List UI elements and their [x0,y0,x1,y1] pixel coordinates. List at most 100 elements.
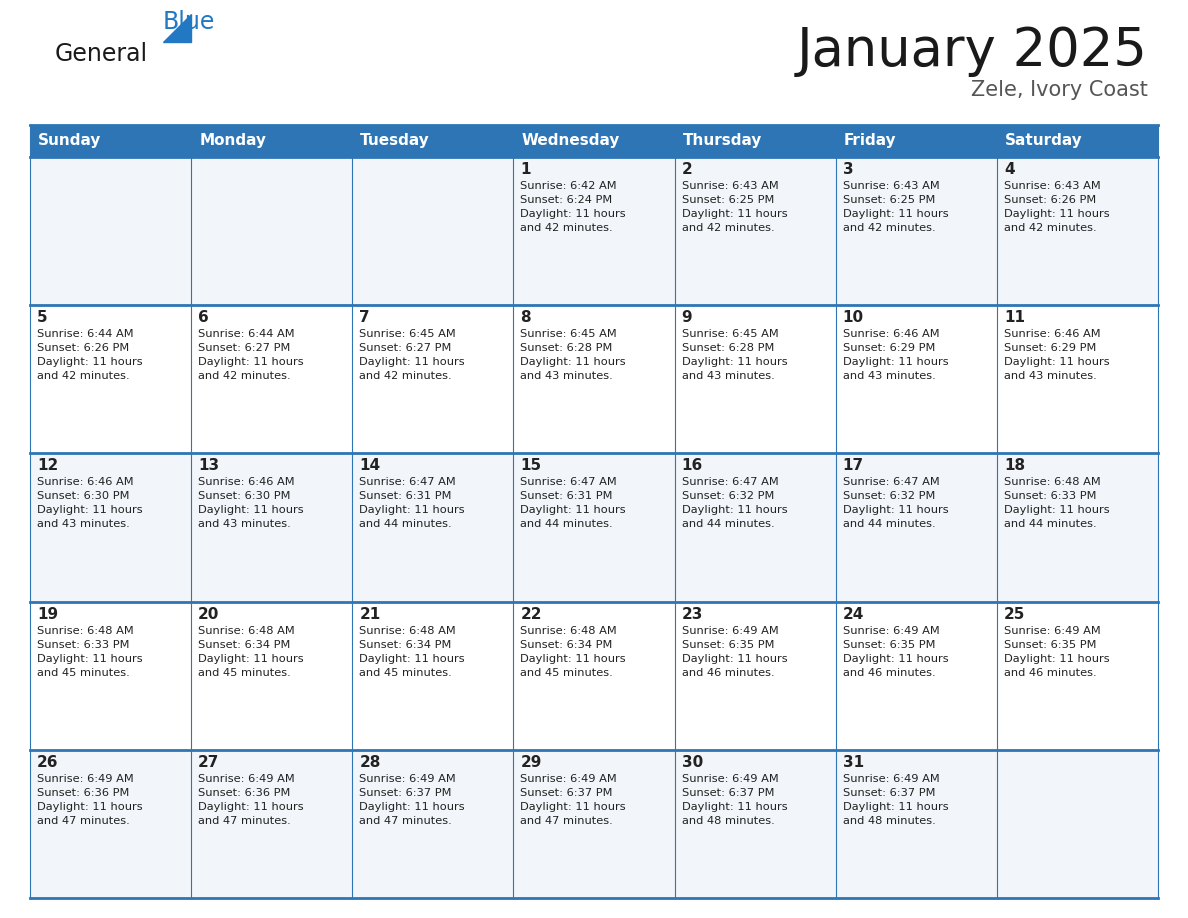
Text: Daylight: 11 hours: Daylight: 11 hours [520,654,626,664]
Text: Sunset: 6:28 PM: Sunset: 6:28 PM [520,343,613,353]
Text: Daylight: 11 hours: Daylight: 11 hours [359,506,465,515]
Bar [191,601,353,750]
Bar [191,305,353,453]
Text: 26: 26 [37,755,58,770]
Text: Sunset: 6:33 PM: Sunset: 6:33 PM [1004,491,1097,501]
Text: Daylight: 11 hours: Daylight: 11 hours [198,357,304,367]
Text: Sunset: 6:32 PM: Sunset: 6:32 PM [682,491,773,501]
Text: Sunset: 6:31 PM: Sunset: 6:31 PM [520,491,613,501]
Bar [353,601,513,750]
Bar [191,157,353,305]
Text: Sunrise: 6:47 AM: Sunrise: 6:47 AM [359,477,456,487]
Text: Sunrise: 6:47 AM: Sunrise: 6:47 AM [682,477,778,487]
Bar [513,453,675,601]
Text: Daylight: 11 hours: Daylight: 11 hours [842,506,948,515]
Text: Daylight: 11 hours: Daylight: 11 hours [520,357,626,367]
Text: Sunset: 6:24 PM: Sunset: 6:24 PM [520,195,613,205]
Bar [675,750,835,898]
Text: Daylight: 11 hours: Daylight: 11 hours [37,506,143,515]
Text: Blue: Blue [163,10,215,34]
Text: Sunrise: 6:46 AM: Sunrise: 6:46 AM [1004,330,1100,339]
Bar [353,750,513,898]
Text: Daylight: 11 hours: Daylight: 11 hours [842,209,948,219]
Text: Sunset: 6:36 PM: Sunset: 6:36 PM [198,788,291,798]
Bar [997,750,1158,898]
Text: Daylight: 11 hours: Daylight: 11 hours [520,801,626,812]
Polygon shape [163,14,191,42]
Text: 17: 17 [842,458,864,474]
Text: 27: 27 [198,755,220,770]
Text: and 48 minutes.: and 48 minutes. [842,816,935,826]
Text: Sunrise: 6:46 AM: Sunrise: 6:46 AM [198,477,295,487]
Bar [30,601,191,750]
Text: Sunrise: 6:49 AM: Sunrise: 6:49 AM [842,625,940,635]
Text: Zele, Ivory Coast: Zele, Ivory Coast [971,80,1148,100]
Text: Sunrise: 6:45 AM: Sunrise: 6:45 AM [682,330,778,339]
Text: Sunrise: 6:48 AM: Sunrise: 6:48 AM [359,625,456,635]
Text: 3: 3 [842,162,853,177]
Text: Sunrise: 6:45 AM: Sunrise: 6:45 AM [520,330,618,339]
Text: Sunset: 6:30 PM: Sunset: 6:30 PM [198,491,291,501]
Text: Daylight: 11 hours: Daylight: 11 hours [842,357,948,367]
Text: Daylight: 11 hours: Daylight: 11 hours [682,506,788,515]
Text: January 2025: January 2025 [797,25,1148,77]
Text: 29: 29 [520,755,542,770]
Text: and 43 minutes.: and 43 minutes. [842,371,935,381]
Text: 28: 28 [359,755,380,770]
Bar [675,305,835,453]
Text: Daylight: 11 hours: Daylight: 11 hours [1004,654,1110,664]
Bar [30,157,191,305]
Text: Sunset: 6:37 PM: Sunset: 6:37 PM [842,788,935,798]
Text: Sunrise: 6:49 AM: Sunrise: 6:49 AM [682,625,778,635]
Text: Sunset: 6:37 PM: Sunset: 6:37 PM [520,788,613,798]
Text: and 42 minutes.: and 42 minutes. [359,371,451,381]
Text: and 42 minutes.: and 42 minutes. [842,223,935,233]
Text: Daylight: 11 hours: Daylight: 11 hours [682,209,788,219]
Text: Daylight: 11 hours: Daylight: 11 hours [1004,506,1110,515]
Text: and 44 minutes.: and 44 minutes. [682,520,775,530]
Text: 15: 15 [520,458,542,474]
Bar [513,601,675,750]
Text: Daylight: 11 hours: Daylight: 11 hours [842,654,948,664]
Bar [353,305,513,453]
Text: and 47 minutes.: and 47 minutes. [37,816,129,826]
Text: 23: 23 [682,607,703,621]
Text: Saturday: Saturday [1005,133,1082,149]
Text: General: General [55,42,148,66]
Text: and 46 minutes.: and 46 minutes. [1004,667,1097,677]
Text: 21: 21 [359,607,380,621]
Bar [30,750,191,898]
Bar [30,453,191,601]
Text: Sunrise: 6:46 AM: Sunrise: 6:46 AM [842,330,940,339]
Text: 2: 2 [682,162,693,177]
Text: Tuesday: Tuesday [360,133,430,149]
Text: and 42 minutes.: and 42 minutes. [682,223,775,233]
Text: Daylight: 11 hours: Daylight: 11 hours [682,357,788,367]
Text: Daylight: 11 hours: Daylight: 11 hours [198,506,304,515]
Text: Daylight: 11 hours: Daylight: 11 hours [359,801,465,812]
Text: Sunset: 6:37 PM: Sunset: 6:37 PM [682,788,775,798]
Text: 9: 9 [682,310,693,325]
Text: Sunrise: 6:49 AM: Sunrise: 6:49 AM [520,774,618,784]
Bar [997,601,1158,750]
Text: 18: 18 [1004,458,1025,474]
Text: and 43 minutes.: and 43 minutes. [198,520,291,530]
Text: 31: 31 [842,755,864,770]
Text: Sunrise: 6:43 AM: Sunrise: 6:43 AM [1004,181,1100,191]
Text: 8: 8 [520,310,531,325]
Text: and 47 minutes.: and 47 minutes. [359,816,453,826]
Text: Sunrise: 6:49 AM: Sunrise: 6:49 AM [1004,625,1100,635]
Bar [675,453,835,601]
Text: and 45 minutes.: and 45 minutes. [359,667,453,677]
Text: Sunset: 6:25 PM: Sunset: 6:25 PM [682,195,773,205]
Text: and 47 minutes.: and 47 minutes. [198,816,291,826]
Text: Sunset: 6:34 PM: Sunset: 6:34 PM [520,640,613,650]
Bar [835,750,997,898]
Text: 4: 4 [1004,162,1015,177]
Text: and 42 minutes.: and 42 minutes. [1004,223,1097,233]
Text: 22: 22 [520,607,542,621]
Text: Sunset: 6:27 PM: Sunset: 6:27 PM [198,343,291,353]
Text: 1: 1 [520,162,531,177]
Text: Sunset: 6:37 PM: Sunset: 6:37 PM [359,788,451,798]
Text: Sunrise: 6:43 AM: Sunrise: 6:43 AM [842,181,940,191]
